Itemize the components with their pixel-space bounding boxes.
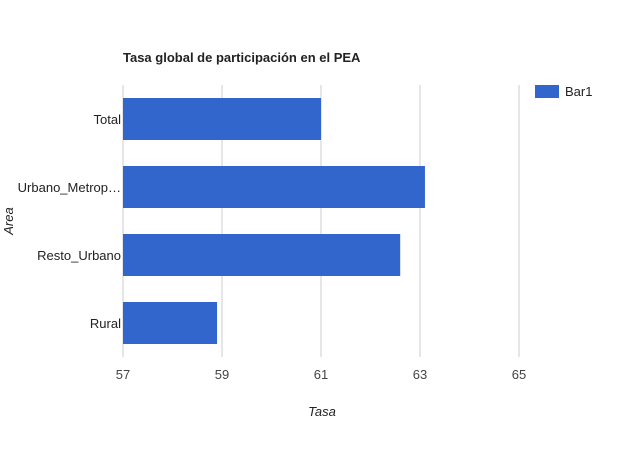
y-tick-label: Rural	[90, 316, 121, 331]
x-axis-title: Tasa	[308, 404, 336, 419]
legend-swatch	[535, 85, 559, 98]
y-tick-label: Resto_Urbano	[37, 248, 121, 263]
bar-1[interactable]	[123, 166, 425, 208]
y-tick-label: Urbano_Metrop…	[18, 180, 121, 195]
chart-title: Tasa global de participación en el PEA	[123, 50, 361, 65]
bar-0[interactable]	[123, 98, 321, 140]
y-tick-label: Total	[94, 112, 122, 127]
bar-2[interactable]	[123, 234, 401, 276]
x-tick-label: 59	[215, 367, 229, 382]
bar-3[interactable]	[123, 302, 218, 344]
x-tick-label: 65	[512, 367, 526, 382]
legend[interactable]: Bar1	[535, 84, 592, 99]
x-tick-label: 57	[116, 367, 130, 382]
x-tick-label: 63	[413, 367, 427, 382]
x-tick-label: 61	[314, 367, 328, 382]
legend-label: Bar1	[565, 84, 592, 99]
y-axis-title: Area	[1, 207, 16, 235]
